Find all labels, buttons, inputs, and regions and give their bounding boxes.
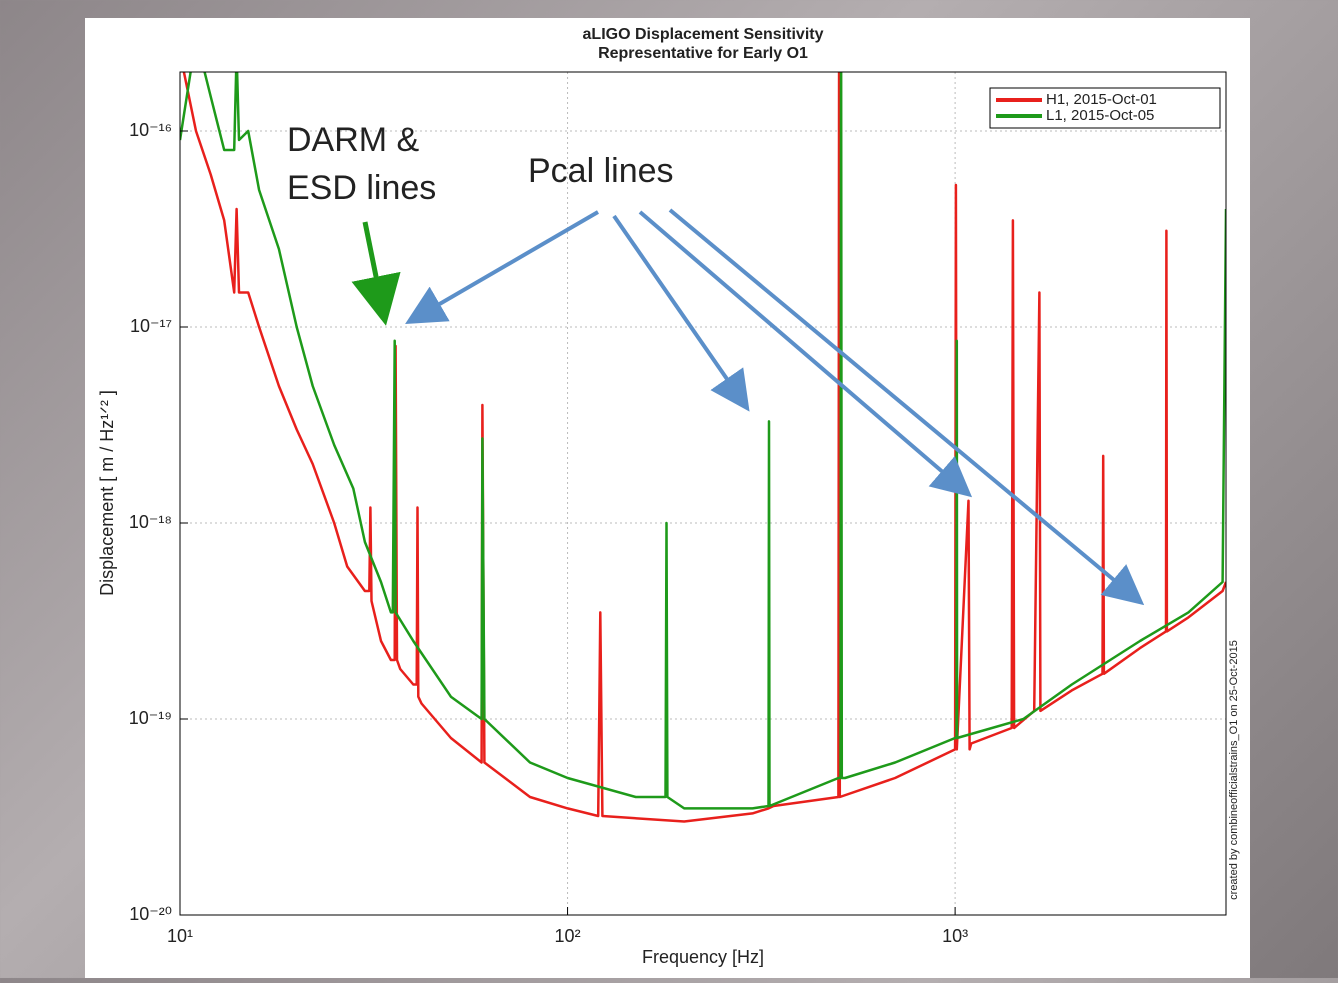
legend-box — [989, 87, 1221, 129]
arrow — [638, 210, 973, 498]
legend-label: L1, 2015-Oct-05 — [1046, 107, 1154, 124]
y-tick-label: 10⁻¹⁷ — [130, 316, 172, 336]
annotation: DARM & — [287, 121, 420, 159]
series-line — [182, 72, 1226, 823]
x-tick-label: 10² — [555, 926, 581, 946]
y-tick-label: 10⁻²⁰ — [129, 904, 172, 924]
arrow — [612, 214, 750, 412]
ticks: 10¹ 10² 10³ 10⁻²⁰ 10⁻¹⁹ 10⁻¹⁸ 10⁻¹⁷ 10⁻¹⁶ — [129, 120, 968, 946]
x-tick-label: 10¹ — [167, 926, 193, 946]
series-line — [180, 72, 1226, 810]
legend-label: H1, 2015-Oct-01 — [1046, 91, 1157, 108]
y-tick-label: 10⁻¹⁹ — [129, 708, 172, 728]
y-axis-label: Displacement [ m / Hz¹ᐟ² ] — [97, 390, 117, 596]
y-tick-label: 10⁻¹⁸ — [129, 512, 172, 532]
chart-subtitle: Representative for Early O1 — [598, 45, 808, 62]
arrow — [668, 208, 1145, 606]
y-tick-label: 10⁻¹⁶ — [129, 120, 172, 140]
x-tick-label: 10³ — [942, 926, 968, 946]
plot-lines — [180, 72, 1226, 823]
figure-background — [85, 18, 1250, 978]
arrows — [405, 208, 1145, 606]
chart-title: aLIGO Displacement Sensitivity — [583, 26, 824, 43]
side-note: created by combineofficialstrains_O1 on … — [1228, 640, 1240, 900]
arrow — [405, 210, 600, 325]
annotation: ESD lines — [287, 169, 436, 207]
annotation: Pcal lines — [528, 152, 674, 190]
axes-box — [179, 71, 1227, 916]
x-axis-label: Frequency [Hz] — [642, 947, 764, 967]
arrow — [351, 221, 401, 326]
